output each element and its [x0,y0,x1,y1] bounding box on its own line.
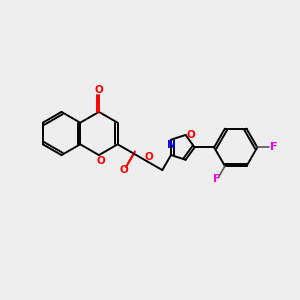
Text: O: O [94,85,103,95]
Text: O: O [96,156,105,166]
Text: N: N [167,140,176,150]
Text: O: O [119,165,128,175]
Text: F: F [213,174,220,184]
Text: O: O [144,152,153,162]
Text: O: O [187,130,195,140]
Text: F: F [270,142,278,152]
